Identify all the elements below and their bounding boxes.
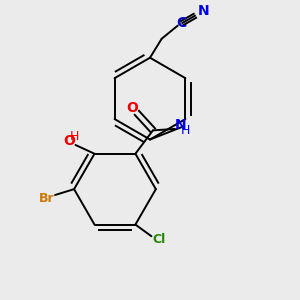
- Text: O: O: [63, 134, 75, 148]
- Text: Cl: Cl: [152, 233, 165, 246]
- Text: C: C: [176, 16, 186, 30]
- Text: N: N: [174, 118, 186, 132]
- Text: H: H: [181, 124, 190, 137]
- Text: Br: Br: [39, 192, 55, 205]
- Text: O: O: [127, 101, 138, 116]
- Text: H: H: [69, 130, 79, 143]
- Text: N: N: [198, 4, 209, 18]
